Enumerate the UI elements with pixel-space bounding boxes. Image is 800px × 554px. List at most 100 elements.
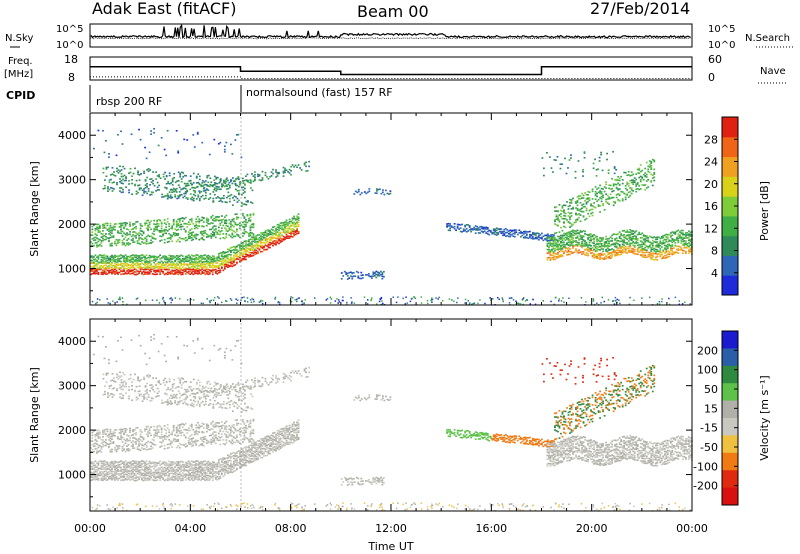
power-cell bbox=[143, 188, 145, 190]
power-cell bbox=[165, 266, 168, 269]
power-cell bbox=[581, 207, 583, 210]
power-cell bbox=[145, 263, 148, 266]
power-cell bbox=[199, 231, 202, 233]
power-cell bbox=[689, 239, 692, 241]
power-cell bbox=[209, 177, 212, 180]
velocity-cell bbox=[117, 479, 119, 481]
velocity-cell bbox=[94, 475, 97, 478]
velocity-cell bbox=[183, 473, 186, 476]
power-cell bbox=[681, 244, 684, 246]
power-cell bbox=[116, 170, 118, 173]
power-cell bbox=[91, 266, 94, 268]
power-cell bbox=[273, 225, 276, 228]
power-cell bbox=[254, 235, 256, 238]
power-cell bbox=[497, 228, 500, 230]
power-cell bbox=[226, 179, 229, 182]
power-cell bbox=[163, 273, 166, 276]
power-cell bbox=[97, 261, 100, 264]
power-cell bbox=[615, 242, 618, 245]
power-cell bbox=[121, 269, 124, 272]
velocity-cell bbox=[187, 473, 190, 475]
power-cell bbox=[124, 233, 127, 236]
power-cell bbox=[563, 217, 565, 220]
power-cell bbox=[569, 212, 571, 215]
power-cell bbox=[504, 235, 507, 238]
power-cell bbox=[544, 234, 546, 237]
power-cell bbox=[168, 269, 171, 271]
velocity-cell bbox=[154, 471, 157, 474]
velocity-cell bbox=[187, 478, 190, 481]
power-cell bbox=[204, 229, 207, 232]
velocity-cell bbox=[130, 469, 133, 472]
power-cell bbox=[185, 174, 188, 177]
power-cell bbox=[624, 185, 627, 187]
freq-tick-bottom: 8 bbox=[68, 71, 75, 84]
power-cell bbox=[539, 234, 542, 236]
power-cell bbox=[130, 235, 133, 238]
power-cell bbox=[584, 200, 586, 202]
power-cell bbox=[242, 242, 244, 244]
power-cell bbox=[108, 267, 110, 269]
power-cell bbox=[500, 230, 503, 233]
power-cell bbox=[477, 227, 480, 229]
power-cell bbox=[599, 254, 601, 257]
power-cell bbox=[220, 266, 223, 268]
power-cell bbox=[567, 205, 570, 208]
power-cell bbox=[108, 257, 110, 260]
power-cell bbox=[129, 225, 131, 227]
power-cell bbox=[537, 238, 540, 241]
power-cell bbox=[132, 269, 134, 271]
power-noise-cell bbox=[274, 296, 277, 299]
power-cell bbox=[139, 270, 142, 272]
power-cell bbox=[192, 270, 195, 273]
velocity-cell bbox=[111, 478, 113, 481]
power-cell bbox=[214, 262, 217, 264]
power-cell bbox=[456, 227, 459, 229]
power-cell bbox=[211, 255, 214, 257]
power-cell bbox=[90, 273, 92, 276]
velocity-cell bbox=[177, 477, 180, 479]
power-cell bbox=[452, 226, 455, 229]
power-cell bbox=[175, 272, 178, 275]
velocity-cell bbox=[93, 472, 95, 475]
power-cell bbox=[223, 268, 226, 270]
power-cell bbox=[220, 258, 223, 260]
power-cell bbox=[576, 241, 579, 244]
power-cell bbox=[251, 173, 253, 175]
velocity-cell bbox=[117, 470, 119, 472]
power-cell bbox=[629, 194, 632, 197]
power-cell bbox=[379, 270, 382, 273]
power-cell bbox=[171, 189, 174, 191]
power-cell bbox=[665, 246, 668, 248]
power-cell bbox=[130, 257, 133, 259]
power-cell bbox=[657, 246, 660, 249]
power-cell bbox=[293, 225, 295, 228]
power-cell bbox=[507, 235, 510, 238]
power-cell bbox=[660, 246, 663, 248]
power-cell bbox=[147, 188, 150, 190]
power-cell bbox=[494, 230, 497, 233]
power-noise-cell bbox=[426, 299, 429, 302]
power-cell bbox=[257, 240, 259, 243]
power-cell bbox=[669, 249, 672, 252]
power-cell bbox=[242, 246, 244, 248]
power-cell bbox=[635, 185, 638, 187]
power-cell bbox=[293, 230, 295, 233]
power-cell bbox=[360, 277, 363, 280]
power-cell bbox=[197, 181, 200, 184]
power-noise-cell bbox=[290, 301, 293, 303]
power-cell bbox=[662, 236, 665, 239]
velocity-cell bbox=[150, 461, 152, 464]
power-cell bbox=[144, 242, 146, 244]
power-cell bbox=[213, 269, 216, 271]
power-cell bbox=[242, 203, 245, 205]
power-cell bbox=[567, 239, 570, 241]
frequency-panel: Freq. [MHz] 18 8 60 0 Nave bbox=[4, 53, 788, 84]
velocity-cell bbox=[172, 475, 175, 478]
power-cell bbox=[216, 256, 219, 259]
power-cell bbox=[555, 218, 558, 221]
power-cell bbox=[223, 145, 226, 148]
power-cell bbox=[681, 240, 684, 243]
power-cell bbox=[178, 272, 181, 274]
power-cell bbox=[554, 252, 556, 255]
